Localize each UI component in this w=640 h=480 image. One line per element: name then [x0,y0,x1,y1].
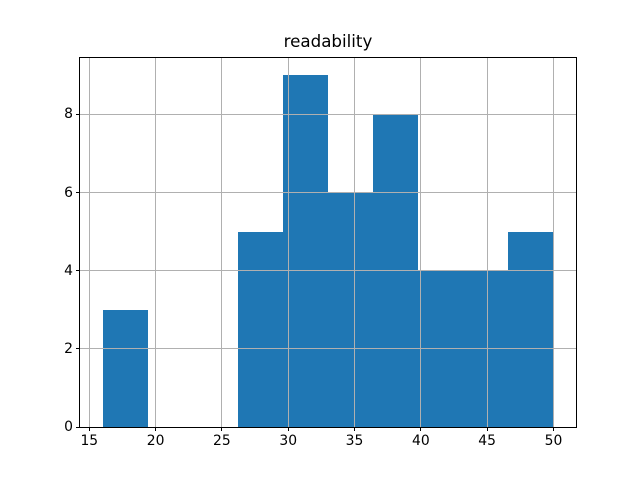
x-tick-label: 35 [345,433,364,450]
x-gridline [552,57,554,428]
y-tick-mark [76,270,80,272]
y-tick-mark [76,426,80,428]
x-tick-mark [420,427,422,432]
y-tick-mark [76,113,80,115]
y-gridline [80,113,576,115]
x-tick-mark [155,427,157,432]
x-tick-label: 50 [544,433,563,450]
y-tick-label: 4 [64,262,73,279]
y-gridline [80,270,576,272]
x-gridline [155,57,157,428]
x-gridline [88,57,90,428]
plot-area [79,56,577,429]
x-tick-mark [354,427,356,432]
x-tick-mark [88,427,90,432]
x-tick-mark [552,427,554,432]
x-gridline [287,57,289,428]
histogram-bar [328,192,374,428]
x-tick-label: 45 [478,433,496,450]
chart-title: readability [283,31,373,51]
x-tick-label: 15 [80,433,99,450]
x-gridline [420,57,422,428]
y-tick-mark [76,192,80,194]
x-gridline [221,57,223,428]
y-tick-label: 6 [64,184,73,201]
x-tick-mark [486,427,488,432]
x-gridline [354,57,356,428]
y-gridline [80,192,576,194]
histogram-bar [102,309,148,428]
y-gridline [80,348,576,350]
x-gridline [486,57,488,428]
y-tick-mark [76,348,80,350]
x-tick-label: 20 [146,433,165,450]
y-tick-label: 2 [64,340,73,357]
x-tick-mark [287,427,289,432]
histogram-bar [508,231,554,428]
x-tick-label: 30 [279,433,298,450]
histogram-bar [282,75,328,428]
grid-layer [80,57,576,428]
histogram-bar [237,231,283,428]
y-tick-label: 8 [64,106,73,123]
x-tick-label: 25 [213,433,231,450]
x-tick-label: 40 [411,433,430,450]
x-tick-mark [221,427,223,432]
y-tick-label: 0 [64,419,73,436]
